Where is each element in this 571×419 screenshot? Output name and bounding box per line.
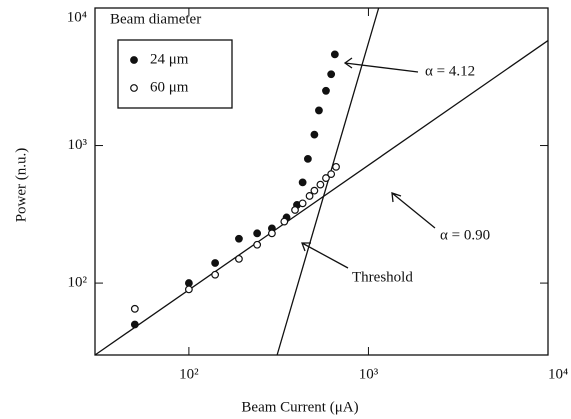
y-tick-label: 10⁴: [67, 9, 87, 25]
point: [298, 178, 307, 187]
legend-label: 60 μm: [150, 79, 189, 95]
x-tick-label: 10³: [359, 366, 379, 382]
point: [235, 234, 243, 243]
point: [253, 240, 262, 249]
arrows: [301, 57, 436, 269]
point: [310, 130, 319, 139]
point: [303, 154, 312, 163]
point: [315, 106, 323, 115]
arrow: [301, 242, 349, 269]
fit-line: [94, 40, 549, 356]
annotation: Threshold: [352, 269, 413, 285]
point: [235, 254, 243, 263]
point: [130, 320, 139, 329]
line-label: α = 0.90: [440, 227, 490, 243]
legend-label: 24 μm: [150, 51, 189, 67]
y-tick-label: 10²: [68, 275, 88, 291]
legend-title: Beam diameter: [110, 11, 201, 27]
point: [211, 270, 220, 279]
point: [310, 186, 319, 195]
point: [211, 259, 220, 267]
point: [184, 279, 193, 287]
arrow: [343, 57, 419, 73]
point: [280, 217, 289, 226]
point: [268, 229, 276, 238]
y-tick-label: 10³: [68, 137, 88, 153]
point: [291, 206, 299, 214]
point: [332, 162, 340, 171]
point: [330, 50, 339, 59]
point: [316, 180, 325, 189]
point: [322, 86, 330, 95]
point: [322, 174, 330, 182]
legend-marker: [130, 84, 138, 92]
x-tick-label: 10²: [179, 366, 199, 382]
arrow: [391, 192, 436, 229]
point: [253, 229, 262, 238]
y-axis-label: Power (n.u.): [13, 148, 29, 223]
x-axis-label: Beam Current (μA): [241, 399, 358, 415]
point: [305, 192, 314, 200]
point: [327, 170, 336, 178]
plot-frame: [94, 7, 549, 356]
x-tick-label: 10⁴: [548, 366, 568, 382]
point: [184, 285, 193, 294]
fit-line: [276, 7, 380, 356]
point: [327, 70, 336, 79]
point: [298, 199, 307, 208]
legend-marker: [130, 56, 138, 64]
line-label: α = 4.12: [425, 63, 475, 79]
point: [130, 304, 139, 313]
legend-box: [117, 39, 233, 109]
